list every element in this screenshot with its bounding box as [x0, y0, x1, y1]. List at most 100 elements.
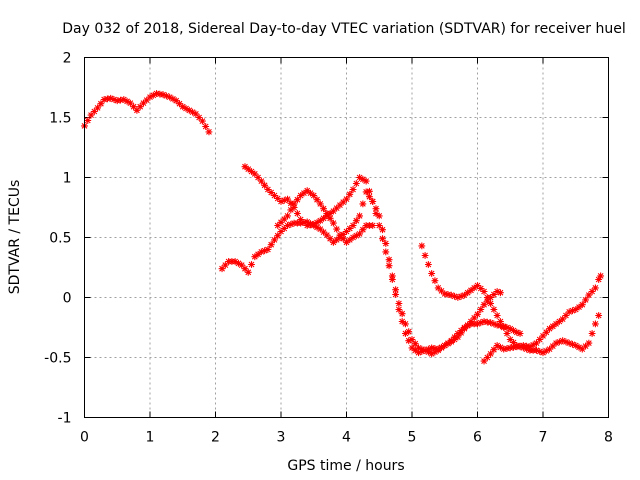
data-point: [585, 339, 593, 347]
data-point: [366, 193, 373, 201]
data-point: [274, 195, 282, 202]
data-point: [293, 210, 301, 217]
grid: [84, 57, 609, 418]
data-point: [549, 322, 557, 330]
data-point: [176, 100, 183, 108]
data-point: [562, 338, 570, 346]
data-point: [110, 96, 118, 103]
data-point: [506, 336, 514, 343]
data-point: [126, 99, 134, 107]
data-point: [480, 357, 488, 365]
data-point: [290, 200, 298, 208]
data-point: [356, 212, 363, 220]
data-point: [434, 345, 442, 353]
data-point: [546, 325, 553, 333]
data-point: [267, 241, 275, 249]
data-point: [592, 320, 599, 328]
data-point: [395, 306, 403, 313]
data-point: [385, 256, 393, 264]
data-point: [487, 350, 494, 358]
data-point: [123, 97, 131, 105]
data-point: [120, 96, 128, 103]
data-point: [533, 346, 540, 354]
data-point: [392, 286, 400, 294]
data-point: [539, 332, 547, 340]
data-point: [555, 318, 563, 325]
data-point: [516, 330, 524, 337]
data-point: [421, 346, 429, 354]
data-point: [293, 196, 301, 204]
data-point: [415, 344, 422, 352]
data-point: [493, 342, 501, 349]
data-point: [562, 312, 570, 319]
data-point: [254, 250, 262, 258]
data-point: [559, 315, 567, 323]
data-point: [264, 246, 272, 253]
series-arc6: [480, 272, 605, 365]
data-point: [143, 96, 151, 104]
data-point: [156, 90, 164, 98]
data-point: [569, 307, 576, 315]
data-point: [303, 218, 311, 226]
data-point: [343, 238, 350, 246]
data-point: [480, 301, 488, 309]
x-tick-label: 0: [80, 430, 89, 446]
data-point: [84, 117, 92, 124]
data-point: [444, 339, 452, 347]
data-point: [277, 198, 285, 205]
data-point: [592, 284, 599, 292]
data-point: [359, 226, 367, 234]
data-point: [575, 343, 583, 351]
data-point: [457, 292, 465, 300]
data-point: [372, 205, 380, 213]
data-point: [166, 93, 174, 101]
data-point: [297, 216, 305, 223]
series-arc1: [81, 90, 213, 136]
data-point: [140, 99, 147, 107]
data-point: [405, 328, 413, 336]
data-point: [356, 174, 363, 181]
data-point: [221, 261, 229, 269]
data-point: [503, 330, 511, 337]
data-point: [284, 195, 291, 203]
chart-title: Day 032 of 2018, Sidereal Day-to-day VTE…: [62, 21, 625, 37]
data-point: [254, 174, 262, 181]
data-point: [585, 291, 593, 299]
data-point: [261, 247, 269, 255]
data-point: [408, 344, 416, 352]
data-point: [339, 235, 347, 243]
data-point: [438, 287, 445, 295]
data-point: [172, 97, 180, 105]
data-point: [313, 196, 321, 204]
data-point: [483, 318, 491, 326]
data-point: [497, 343, 504, 351]
data-point: [379, 235, 386, 243]
x-tick-label: 7: [539, 430, 548, 446]
data-point: [431, 345, 439, 352]
data-point: [477, 285, 485, 292]
data-point: [333, 225, 341, 233]
data-point: [578, 345, 586, 353]
data-point: [523, 342, 531, 350]
data-point: [356, 230, 363, 238]
data-point: [490, 320, 498, 328]
data-point: [277, 218, 285, 226]
data-point: [424, 345, 432, 353]
data-point: [519, 342, 527, 349]
data-point: [369, 222, 377, 229]
data-point: [552, 339, 560, 347]
data-point: [310, 192, 318, 199]
data-point: [352, 180, 360, 187]
data-point: [480, 288, 488, 295]
data-point: [402, 330, 409, 337]
data-point: [287, 220, 295, 228]
data-point: [388, 276, 396, 283]
data-point: [572, 342, 580, 349]
data-point: [428, 344, 436, 352]
data-point: [90, 108, 98, 115]
data-point: [316, 225, 324, 233]
data-point: [343, 195, 350, 203]
data-point: [313, 219, 321, 226]
data-point: [359, 175, 367, 183]
data-point: [130, 103, 138, 111]
